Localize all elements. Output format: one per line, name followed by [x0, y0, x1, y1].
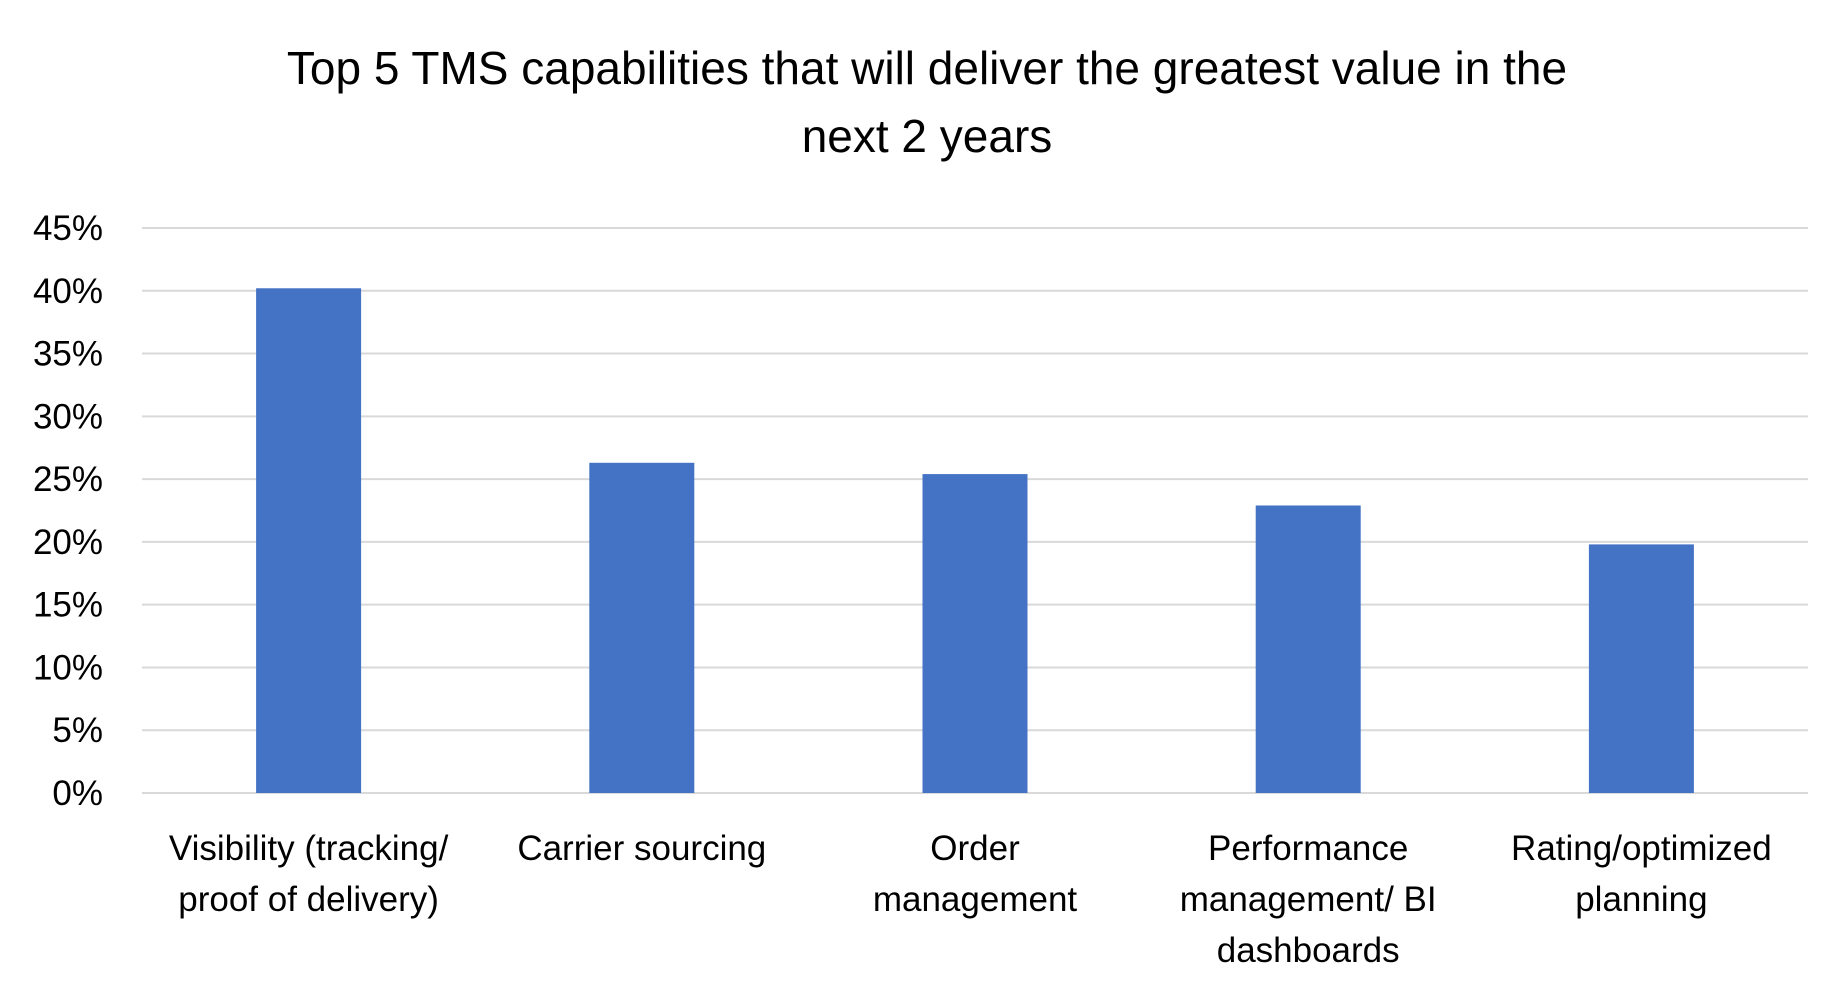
chart-title: Top 5 TMS capabilities that will deliver… [287, 42, 1567, 162]
y-tick-label: 20% [33, 523, 103, 562]
x-category-label: Order management [873, 829, 1078, 919]
y-tick-label: 5% [52, 711, 103, 750]
y-axis-tick-labels: 0% 5% 10% 15% 20% 25% 30% 35% 40% 45% [33, 209, 103, 813]
x-category-label-line: Performance [1208, 829, 1408, 868]
bar [1588, 544, 1694, 793]
x-category-label-line: Order [930, 829, 1020, 868]
x-category-label: Performance management/ BI dashboards [1180, 829, 1437, 970]
x-category-label-line: proof of delivery) [178, 880, 439, 919]
x-category-label-line: Carrier sourcing [517, 829, 766, 868]
y-tick-label: 25% [33, 460, 103, 499]
y-tick-label: 10% [33, 648, 103, 687]
chart-title-line-1: Top 5 TMS capabilities that will deliver… [287, 42, 1567, 94]
y-tick-label: 40% [33, 272, 103, 311]
x-category-label: Carrier sourcing [517, 829, 766, 868]
x-category-label-line: dashboards [1217, 931, 1400, 970]
chart-title-line-2: next 2 years [802, 110, 1053, 162]
y-tick-label: 0% [52, 774, 103, 813]
y-tick-label: 30% [33, 397, 103, 436]
x-category-label-line: planning [1575, 880, 1707, 919]
x-category-label-line: management/ BI [1180, 880, 1437, 919]
y-tick-label: 45% [33, 209, 103, 248]
x-category-label-line: Visibility (tracking/ [169, 829, 449, 868]
y-tick-label: 15% [33, 586, 103, 625]
bar [589, 462, 695, 793]
y-tick-label: 35% [33, 335, 103, 374]
bar [256, 288, 362, 793]
x-category-label-line: Rating/optimized [1511, 829, 1772, 868]
x-category-label: Rating/optimized planning [1511, 829, 1772, 919]
bars [256, 288, 1694, 793]
bar [1255, 505, 1361, 793]
x-axis-category-labels: Visibility (tracking/proof of delivery) C… [169, 829, 1772, 970]
x-category-label-line: management [873, 880, 1078, 919]
bar [922, 474, 1028, 793]
x-category-label: Visibility (tracking/proof of delivery) [169, 829, 449, 919]
